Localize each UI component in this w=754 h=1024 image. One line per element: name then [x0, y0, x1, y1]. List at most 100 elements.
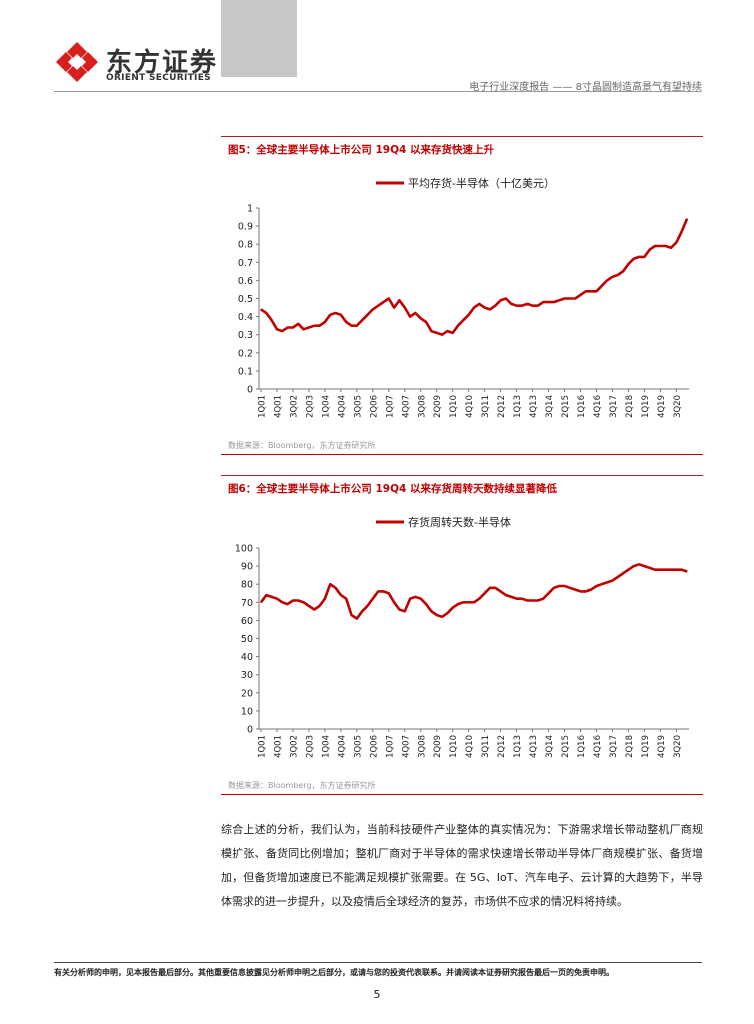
data-point [382, 590, 385, 592]
data-point [303, 328, 305, 330]
data-point [462, 319, 464, 321]
data-point [468, 601, 470, 603]
page-number: 5 [373, 988, 381, 1001]
x-tick-label: 2Q12 [497, 395, 507, 418]
data-point [670, 247, 672, 249]
data-point [414, 312, 416, 314]
data-point [414, 596, 416, 598]
data-point [686, 218, 688, 220]
x-tick-label: 4Q19 [657, 395, 667, 418]
x-tick-label: 2Q09 [433, 735, 443, 758]
x-tick-label: 2Q15 [561, 395, 571, 418]
data-point [420, 598, 422, 600]
x-tick-label: 1Q01 [258, 395, 268, 418]
data-point [297, 323, 299, 325]
data-point [643, 565, 645, 567]
data-point [372, 308, 374, 310]
data-point [340, 594, 342, 596]
x-tick-label: 2Q03 [305, 395, 315, 418]
x-tick-label: 1Q16 [577, 395, 587, 418]
x-tick-label: 1Q07 [385, 395, 395, 418]
data-point [281, 330, 283, 332]
data-point [265, 312, 267, 314]
data-point [585, 590, 587, 592]
x-tick-label: 3Q14 [545, 395, 555, 418]
x-tick-label: 4Q04 [337, 395, 347, 418]
data-point [643, 256, 645, 258]
data-point [356, 325, 358, 327]
data-point [484, 307, 486, 309]
data-point [398, 608, 400, 611]
logo-text-cn: 东方证券 [106, 48, 219, 78]
data-point [558, 299, 560, 301]
x-tick-label: 1Q13 [513, 395, 523, 418]
data-point [617, 576, 619, 578]
data-point [457, 325, 459, 327]
legend-label: 存货周转天数-半导体 [408, 515, 511, 529]
data-point [548, 592, 550, 594]
y-tick-label: 0 [247, 385, 253, 396]
data-point [622, 270, 624, 272]
data-point [260, 601, 262, 603]
data-point [510, 303, 512, 305]
logo-text-en: ORIENT SECURITIES [106, 73, 211, 83]
x-tick-label: 3Q20 [673, 735, 683, 758]
x-tick-label: 2Q18 [625, 735, 635, 758]
y-tick-label: 0.9 [238, 222, 253, 233]
data-point [281, 601, 283, 603]
y-tick-label: 80 [241, 580, 253, 591]
data-point [521, 598, 523, 600]
data-point [478, 598, 480, 600]
figure-source-rule [221, 454, 703, 455]
data-point [526, 599, 528, 602]
data-point [574, 297, 576, 300]
data-point [659, 245, 661, 247]
data-point [462, 601, 464, 603]
data-point [393, 307, 395, 309]
x-tick-label: 4Q16 [593, 735, 603, 758]
figure-5-source: 数据来源：Bloomberg，东方证券研究所 [228, 441, 376, 450]
data-point [382, 301, 385, 303]
y-tick-label: 0.2 [238, 348, 253, 359]
inventory-chart: 平均存货-半导体（十亿美元） 0 0.1 0.2 0.3 0.4 0.5 0.6 0.7 0.8 0… [238, 176, 689, 418]
x-tick-label: 1Q19 [641, 395, 651, 418]
data-point [340, 314, 342, 316]
data-point [494, 587, 496, 589]
data-point [372, 598, 374, 600]
data-point [649, 249, 651, 251]
footer-divider [54, 962, 702, 963]
data-point [313, 608, 315, 611]
data-point [457, 603, 459, 605]
legend-label: 平均存货-半导体（十亿美元） [408, 176, 555, 190]
y-tick-label: 60 [241, 616, 253, 627]
data-point [446, 612, 448, 614]
data-point [553, 587, 555, 589]
data-point [361, 319, 363, 321]
data-point [308, 326, 310, 329]
data-point [558, 585, 560, 587]
data-point [537, 305, 539, 307]
data-point [681, 230, 683, 233]
data-point [494, 305, 496, 307]
x-tick-label: 3Q08 [417, 395, 427, 418]
y-tick-label: 0 [247, 725, 253, 736]
data-point [606, 581, 608, 583]
data-point [526, 303, 528, 305]
data-point [505, 594, 507, 596]
data-point [516, 305, 518, 307]
data-point [388, 592, 390, 594]
data-point [345, 598, 347, 600]
data-point [430, 610, 432, 612]
data-point [271, 596, 273, 598]
data-point [601, 285, 603, 287]
data-point [388, 297, 390, 300]
y-tick-label: 0.5 [238, 294, 253, 305]
data-point [638, 563, 640, 565]
y-tick-label: 20 [241, 688, 253, 699]
data-point [537, 599, 539, 602]
data-point [473, 601, 475, 603]
logo-icon [56, 42, 98, 82]
x-tick-label: 2Q12 [497, 735, 507, 758]
x-tick-label: 4Q16 [593, 395, 603, 418]
data-point [468, 314, 470, 316]
